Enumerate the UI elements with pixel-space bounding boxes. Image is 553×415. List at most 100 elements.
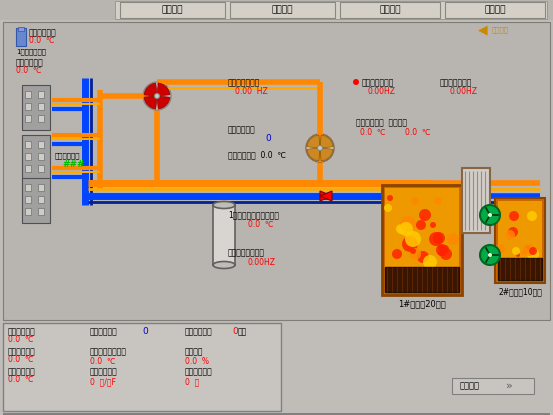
Circle shape [523,244,535,256]
Text: 三期供水温度: 三期供水温度 [8,367,36,376]
Text: 锅炉出水温度  排烟温度: 锅炉出水温度 排烟温度 [356,118,407,127]
Bar [38,115,44,122]
Text: 锅炉效率: 锅炉效率 [185,347,204,356]
Circle shape [400,216,416,232]
Bar [22,178,50,223]
Text: 一期供水温度: 一期供水温度 [8,327,36,336]
Bar [445,2,545,18]
Text: 引风机输出频率: 引风机输出频率 [362,78,394,87]
Bar [18,27,24,31]
Circle shape [410,248,416,254]
Text: 报表查询: 报表查询 [484,5,506,15]
Text: 0.0  ℃: 0.0 ℃ [8,355,34,364]
Text: 二期供水温度: 二期供水温度 [8,347,36,356]
Bar [25,153,31,160]
Circle shape [526,245,530,249]
Circle shape [516,253,520,257]
Bar [115,1,547,19]
Bar [385,267,459,292]
Wedge shape [307,135,320,148]
Circle shape [527,211,537,221]
Text: 实备确认: 实备确认 [492,26,509,33]
Bar [38,208,44,215]
Text: 0.0  ℃: 0.0 ℃ [16,66,41,75]
Bar [25,184,31,191]
Circle shape [423,255,437,269]
Text: 回水泵输出频率: 回水泵输出频率 [228,78,260,87]
Circle shape [353,79,359,85]
Text: 0.00HZ: 0.00HZ [248,258,276,267]
Bar [22,135,50,180]
Bar [3,413,550,415]
Bar [25,141,31,148]
Text: »: » [506,381,513,391]
Circle shape [387,195,393,201]
Circle shape [438,245,444,251]
Circle shape [154,93,159,98]
Text: 当前供积水温度差: 当前供积水温度差 [90,347,127,356]
Circle shape [495,244,505,254]
Bar [25,165,31,172]
Circle shape [317,146,322,151]
Wedge shape [144,83,157,96]
Circle shape [399,222,413,236]
Bar [495,198,545,283]
Circle shape [509,211,519,221]
Bar [38,103,44,110]
Text: 锅炉出水流量: 锅炉出水流量 [228,125,255,134]
Circle shape [441,245,449,253]
Circle shape [480,205,500,225]
Bar [498,258,542,280]
Ellipse shape [213,261,235,269]
Circle shape [402,236,418,252]
Text: 锅炉输出热量: 锅炉输出热量 [185,327,213,336]
Text: 0  吨: 0 吨 [185,377,199,386]
Bar [452,378,534,394]
Text: 1#锅炉（20吨）: 1#锅炉（20吨） [398,299,446,308]
Circle shape [306,134,334,162]
Circle shape [392,249,402,259]
Circle shape [429,232,443,246]
Bar [22,85,50,130]
Wedge shape [157,96,170,109]
Wedge shape [144,96,157,109]
Polygon shape [320,191,332,201]
Text: 鼓风机输出频率: 鼓风机输出频率 [440,78,472,87]
Text: 炉排电机输出频率: 炉排电机输出频率 [228,248,265,257]
Text: 趋势曲线: 趋势曲线 [379,5,401,15]
Circle shape [505,230,515,240]
Text: 热网回水温度: 热网回水温度 [16,58,44,67]
Bar [38,165,44,172]
Text: 报警查询: 报警查询 [272,5,293,15]
Ellipse shape [213,202,235,208]
Text: 0  千/兆F: 0 千/兆F [90,377,116,386]
Circle shape [508,227,518,237]
Circle shape [419,209,431,221]
Circle shape [522,251,526,255]
Text: 0.00HZ: 0.00HZ [450,87,478,96]
Text: 1号锅炉供水温度设定值: 1号锅炉供水温度设定值 [228,210,279,219]
Circle shape [384,204,392,212]
Text: 0.0  ℃: 0.0 ℃ [29,36,55,45]
Text: 0: 0 [142,327,148,336]
Circle shape [488,253,492,257]
Bar [16,28,26,46]
Text: 均定燃煤热值: 均定燃煤热值 [90,367,118,376]
Circle shape [447,233,459,245]
Circle shape [480,245,500,265]
Text: 室外天气温度: 室外天气温度 [29,28,57,37]
Bar [3,323,281,411]
Bar [38,141,44,148]
Circle shape [438,250,444,256]
Text: 0: 0 [232,327,238,336]
Text: 参数设置: 参数设置 [460,381,480,391]
Text: ◀: ◀ [478,24,488,37]
Text: 0.00HZ: 0.00HZ [368,87,396,96]
Text: 0.0  ℃: 0.0 ℃ [90,357,116,366]
Circle shape [417,251,429,263]
Circle shape [405,231,421,247]
Circle shape [440,248,452,260]
Circle shape [433,232,445,244]
Bar [0,0,553,20]
Bar [25,103,31,110]
